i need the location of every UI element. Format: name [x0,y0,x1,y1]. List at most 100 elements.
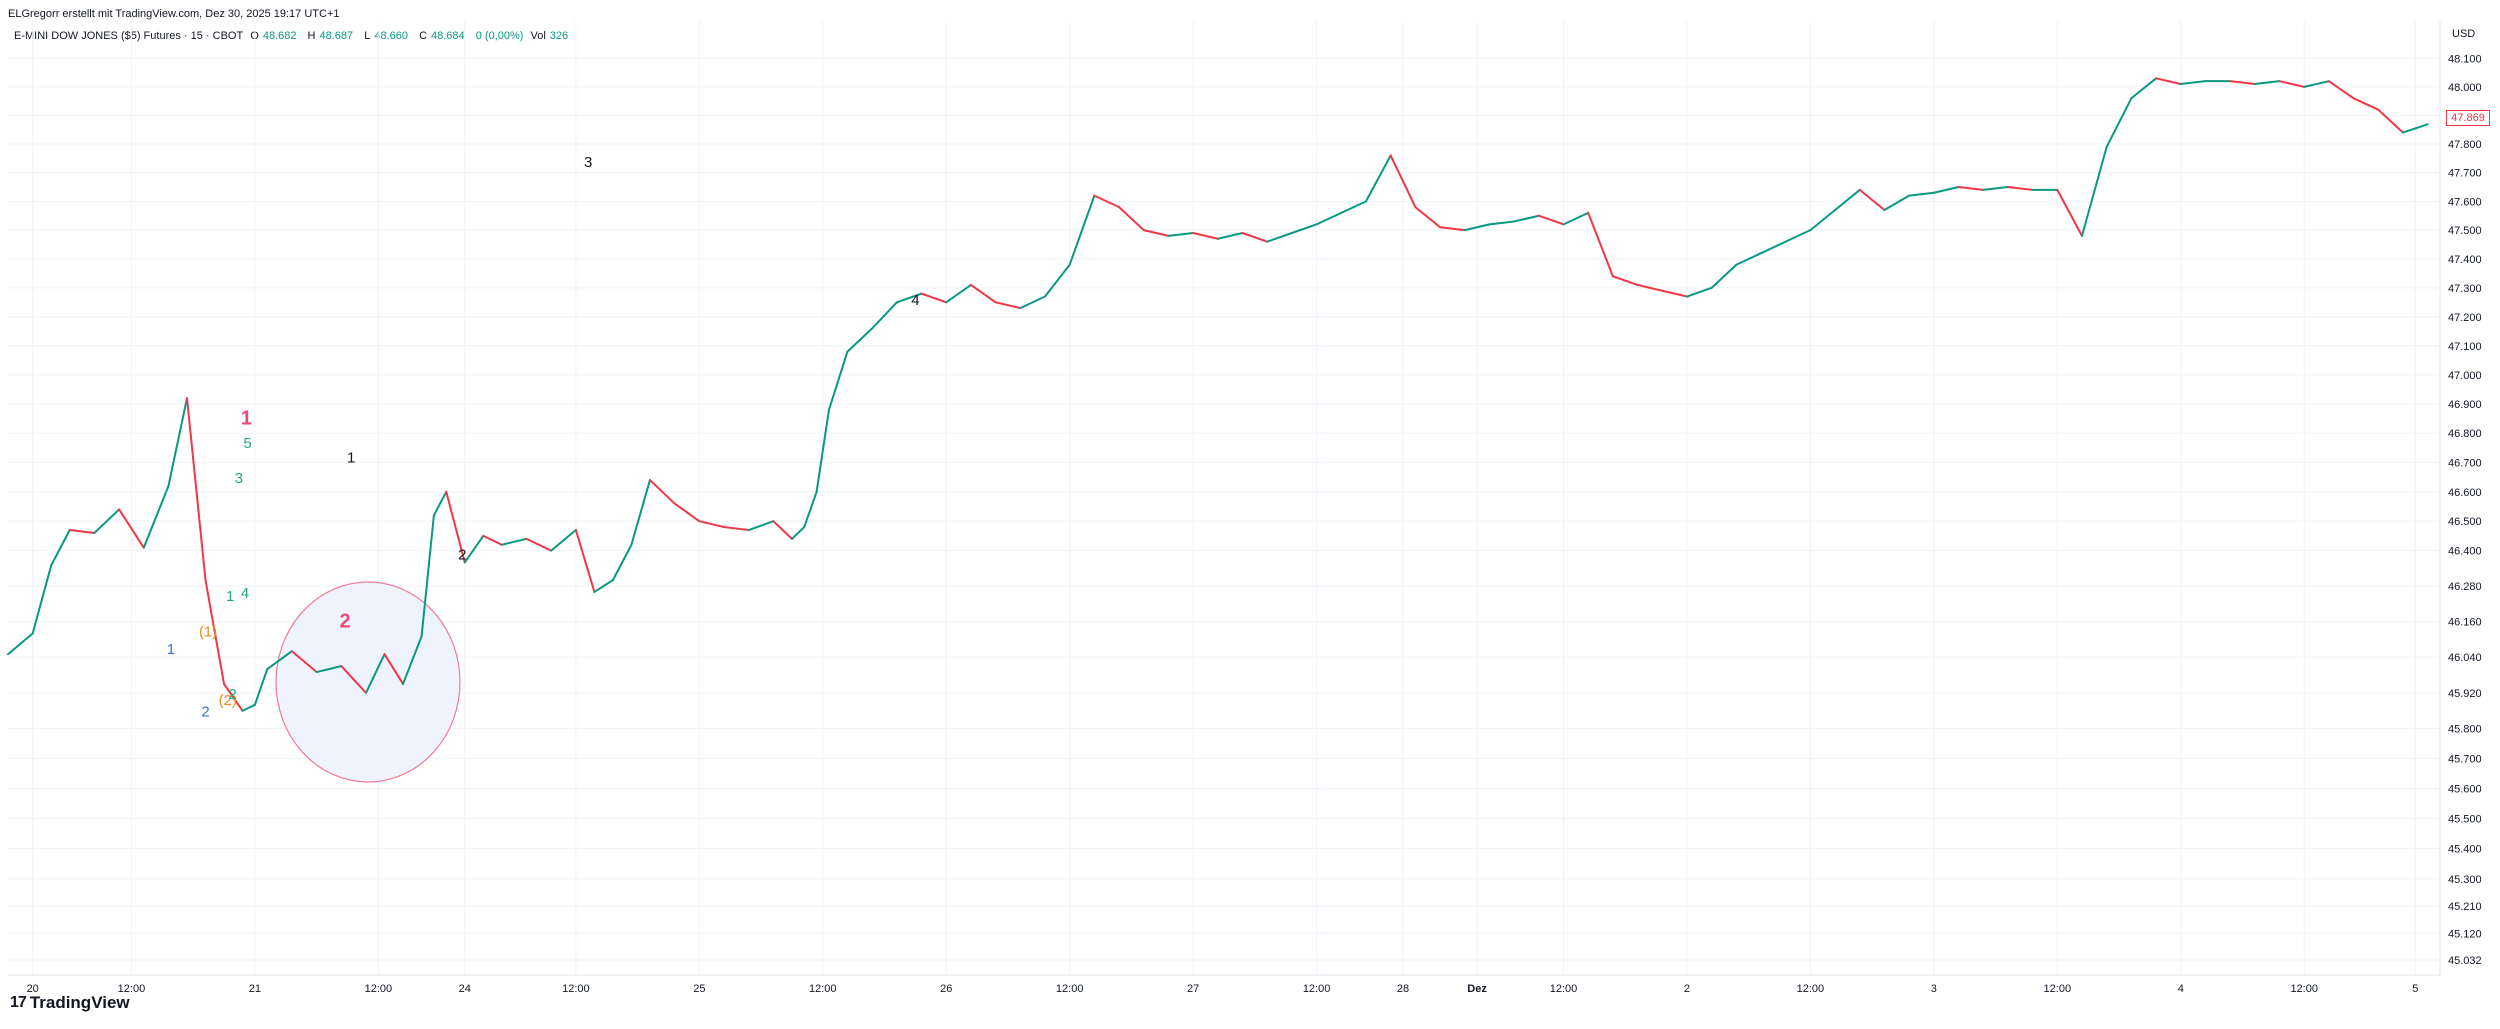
symbol-legend: E-MINI DOW JONES ($5) Futures · 15 · CBO… [14,30,576,42]
y-tick-label: 45.210 [2448,901,2482,913]
wave-labels: 1 2 (1) (2) 1 2 3 4 5 1 2 1 2 3 4 [167,154,920,721]
y-tick-label: 46.400 [2448,546,2482,558]
wave-label: 3 [235,470,243,487]
y-tick-label: 48.100 [2448,53,2482,65]
last-price-badge: 47.869 [2446,110,2490,126]
y-tick-label: 46.600 [2448,487,2482,499]
x-tick-label: 25 [693,983,705,995]
price-segment [1043,263,1071,298]
price-segment [1340,200,1367,214]
price-segment [2056,188,2083,237]
price-segment [2303,80,2330,88]
x-tick-label: 12:00 [365,983,393,995]
price-segment [1463,223,1491,232]
price-segment [1809,208,1837,232]
y-tick-label: 48.000 [2448,82,2482,94]
price-segment [1241,231,1269,243]
y-tick-label: 47.200 [2448,312,2482,324]
price-segment [593,579,614,593]
wave-label: 1 [347,449,355,466]
close-value: 48.684 [431,30,465,42]
price-segment [1364,154,1392,203]
x-tick-label: 24 [459,983,471,995]
wave-label: 1 [241,407,252,429]
price-segment [1068,194,1096,266]
x-tick-label: 21 [249,983,261,995]
x-tick-label: 12:00 [1303,983,1331,995]
symbol-name[interactable]: E-MINI DOW JONES ($5) Futures · 15 · CBO… [14,30,244,42]
price-segment [266,650,293,671]
price-segment [340,665,368,694]
price-segment [1439,226,1466,232]
price-segment [1587,211,1614,278]
x-tick-label: Dez [1467,983,1487,995]
price-segment [315,665,343,674]
y-tick-label: 47.300 [2448,283,2482,295]
high-label: H [307,30,316,42]
x-tick-label: 5 [2412,983,2418,995]
price-segment [871,301,898,330]
price-segment [31,564,53,635]
price-segment [2080,145,2108,237]
price-segment [241,703,256,712]
x-tick-label: 12:00 [1797,983,1825,995]
x-tick-label: 3 [1931,983,1937,995]
price-segment [1389,154,1417,209]
price-segment [1834,188,1861,211]
price-segment [2352,97,2380,111]
price-segment [1760,240,1787,255]
price-segment [2327,80,2355,100]
price-segment [204,579,226,685]
price-axis[interactable]: 48.10048.00047.90047.80047.70047.60047.5… [2448,53,2482,967]
price-segment [2155,77,2182,86]
price-segment [815,408,830,493]
x-tick-label: 12:00 [1056,983,1084,995]
low-value: 48.660 [374,30,408,42]
price-segment [1488,220,1516,226]
price-segment [118,508,145,549]
price-segment [186,397,207,582]
price-segment [630,479,651,546]
price-segment [790,526,806,540]
x-tick-label: 12:00 [1550,983,1578,995]
x-tick-label: 26 [940,983,952,995]
y-tick-label: 46.900 [2448,399,2482,411]
y-tick-label: 47.100 [2448,341,2482,353]
y-tick-label: 46.280 [2448,581,2482,593]
price-segment [1957,185,1985,191]
change-value: 0 (0,00%) [475,30,524,42]
wave-label: 3 [584,154,592,171]
y-tick-label: 46.160 [2448,617,2482,629]
price-segment [365,653,386,694]
price-segment [1908,191,1935,197]
y-tick-label: 47.500 [2448,225,2482,237]
y-tick-label: 46.700 [2448,457,2482,469]
close-label: C [419,30,428,42]
price-segment [1216,231,1244,240]
price-segment [500,537,528,546]
y-tick-label: 47.000 [2448,370,2482,382]
wave-label: 1 [167,641,175,658]
y-tick-label: 45.700 [2448,754,2482,766]
y-tick-label: 45.920 [2448,688,2482,700]
price-segment [1167,231,1195,237]
price-segment [445,490,466,564]
price-segment [1710,263,1738,289]
price-segment [402,635,423,685]
price-segment [1414,206,1442,229]
y-tick-label: 45.032 [2448,955,2482,967]
time-axis[interactable]: 20 12:00 21 12:00 24 12:00 25 12:00 26 12:00 27 12:… [27,983,2419,995]
price-segment [290,650,318,674]
price-segment [2229,80,2256,86]
price-segment [772,520,793,540]
price-segment [2130,77,2158,100]
x-tick-label: 12:00 [2044,983,2072,995]
x-tick-label: 20 [27,983,39,995]
price-segment [1192,231,1219,240]
tradingview-logo[interactable]: 17 TradingView [10,993,130,1013]
price-segment [2401,123,2429,134]
wave-label: (1) [199,623,217,640]
price-segment [574,529,596,593]
price-segment [1685,286,1713,298]
